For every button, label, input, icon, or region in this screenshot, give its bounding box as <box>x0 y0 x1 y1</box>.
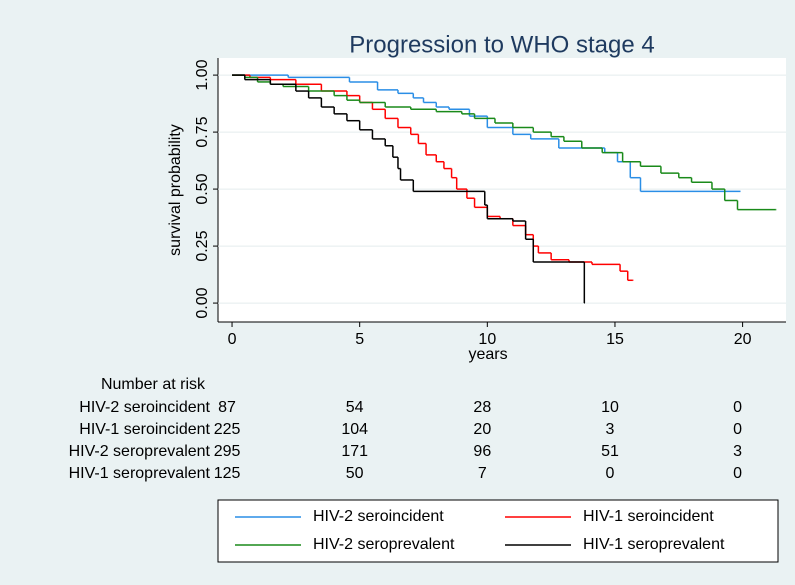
risk-value: 54 <box>346 399 364 416</box>
risk-row-label: HIV-2 seroprevalent <box>69 443 211 460</box>
risk-value: 0 <box>606 465 615 482</box>
risk-value: 0 <box>733 399 742 416</box>
risk-value: 28 <box>473 399 491 416</box>
legend-label: HIV-1 seroprevalent <box>583 536 725 553</box>
risk-row-label: HIV-1 seroincident <box>79 421 210 438</box>
risk-value: 3 <box>733 443 742 460</box>
risk-value: 104 <box>341 421 368 438</box>
y-tick-label: 0.00 <box>194 287 211 318</box>
risk-value: 96 <box>473 443 491 460</box>
x-tick-label: 5 <box>355 331 364 348</box>
risk-value: 225 <box>214 421 241 438</box>
risk-value: 50 <box>346 465 364 482</box>
risk-value: 0 <box>733 465 742 482</box>
x-tick-label: 15 <box>606 331 624 348</box>
y-tick-label: 1.00 <box>194 59 211 90</box>
risk-value: 51 <box>601 443 619 460</box>
legend-box <box>217 499 779 563</box>
risk-table-title: Number at risk <box>101 376 206 393</box>
x-tick-label: 10 <box>478 331 496 348</box>
risk-value: 10 <box>601 399 619 416</box>
risk-value: 0 <box>733 421 742 438</box>
x-tick-label: 0 <box>228 331 237 348</box>
risk-row-label: HIV-1 seroprevalent <box>69 465 211 482</box>
risk-value: 7 <box>478 465 487 482</box>
plot-area <box>218 58 786 322</box>
x-tick-label: 20 <box>734 331 752 348</box>
y-axis-label: survival probability <box>167 124 184 256</box>
risk-value: 125 <box>214 465 241 482</box>
y-tick-label: 0.75 <box>194 116 211 147</box>
legend-label: HIV-2 seroincident <box>313 508 444 525</box>
risk-value: 20 <box>473 421 491 438</box>
risk-value: 3 <box>606 421 615 438</box>
y-tick-label: 0.50 <box>194 173 211 204</box>
risk-value: 87 <box>218 399 236 416</box>
legend-label: HIV-1 seroincident <box>583 508 714 525</box>
risk-value: 295 <box>214 443 241 460</box>
risk-value: 171 <box>341 443 368 460</box>
chart-title: Progression to WHO stage 4 <box>349 31 654 58</box>
legend-label: HIV-2 seroprevalent <box>313 536 455 553</box>
y-tick-label: 0.25 <box>194 230 211 261</box>
risk-row-label: HIV-2 seroincident <box>79 399 210 416</box>
x-axis-label: years <box>468 346 507 363</box>
